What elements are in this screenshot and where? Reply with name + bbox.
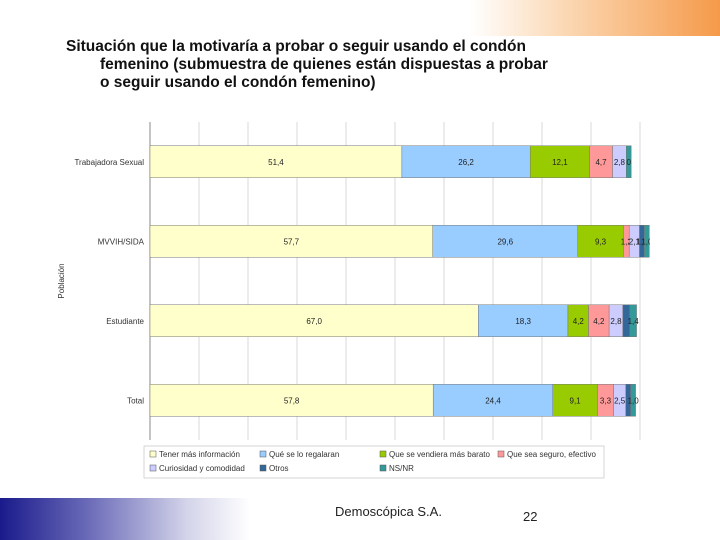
bar-segment <box>629 304 637 337</box>
bar-segment <box>149 145 403 178</box>
legend-swatch <box>259 450 267 458</box>
legend-label: Que sea seguro, efectivo <box>507 450 596 459</box>
bar-segment <box>432 384 554 417</box>
data-label: 9,1 <box>570 396 582 405</box>
data-label: 1,2 <box>621 237 633 246</box>
bar-segment <box>626 145 632 178</box>
data-label: 4,7 <box>595 158 607 167</box>
category-label: MVVIH/SIDA <box>98 237 145 246</box>
y-axis-label: Población <box>57 263 66 298</box>
data-label: 57,8 <box>284 396 300 405</box>
legend-swatch <box>149 450 157 458</box>
data-label: 24,4 <box>485 396 501 405</box>
legend-swatch <box>379 464 387 472</box>
legend-swatch <box>379 450 387 458</box>
bar-segment <box>529 145 590 178</box>
top-decorative-gradient <box>470 0 720 36</box>
legend-swatch <box>259 464 267 472</box>
legend-box <box>143 445 605 479</box>
bar-segment <box>401 145 531 178</box>
data-label: 1,0 <box>641 237 650 246</box>
data-label: 29,6 <box>497 237 513 246</box>
bar-segment <box>149 384 434 417</box>
data-label: 4,2 <box>573 317 585 326</box>
category-label: Total <box>127 396 144 405</box>
legend-swatch <box>149 464 157 472</box>
bar-segment <box>149 304 479 337</box>
bar-segment <box>149 225 433 258</box>
title-line-1: Situación que la motivaría a probar o se… <box>66 38 526 55</box>
data-label: 9,3 <box>595 237 607 246</box>
legend-swatch <box>497 450 505 458</box>
data-label: 12,1 <box>552 158 568 167</box>
data-label: 51,4 <box>268 158 284 167</box>
title-line-2: femenino (submuestra de quienes están di… <box>100 56 548 73</box>
data-label: 3,3 <box>600 396 612 405</box>
data-label: 2,8 <box>614 158 626 167</box>
bar-segment <box>644 225 650 258</box>
data-label: 2,1 <box>629 237 641 246</box>
data-label: 0 <box>627 158 632 167</box>
data-label: 1,0 <box>628 396 640 405</box>
legend-label: Tener más información <box>159 450 240 459</box>
category-label: Trabajadora Sexual <box>74 158 144 167</box>
data-label: 1,0 <box>636 237 648 246</box>
stacked-bar-chart: Población Trabajadora Sexual 51,4 26,2 12,1 4… <box>57 122 650 479</box>
data-label: 18,3 <box>515 317 531 326</box>
bottom-decorative-gradient <box>0 498 250 540</box>
legend-label: Que se vendiera más barato <box>389 450 490 459</box>
bar-segment <box>630 384 636 417</box>
legend-label: Qué se lo regalaran <box>269 450 339 459</box>
bar-segment <box>552 384 598 417</box>
legend-label: Otros <box>269 464 289 473</box>
data-label: 57,7 <box>284 237 300 246</box>
slide-title: Situación que la motivaría a probar o se… <box>66 38 656 92</box>
legend-label: Curiosidad y comodidad <box>159 464 245 473</box>
legend-label: NS/NR <box>389 464 414 473</box>
data-label: 4,2 <box>593 317 605 326</box>
data-label: 2,8 <box>610 317 622 326</box>
bar-segment <box>478 304 569 337</box>
category-label: Estudiante <box>106 317 144 326</box>
data-label: 2,5 <box>614 396 626 405</box>
title-line-3: o seguir usando el condón femenino) <box>100 74 376 91</box>
data-label: 26,2 <box>458 158 474 167</box>
page-number: 22 <box>523 509 538 524</box>
data-label: 67,0 <box>306 317 322 326</box>
footer-company: Demoscópica S.A. <box>335 504 442 519</box>
data-label: 1,4 <box>628 317 640 326</box>
bar-segment <box>432 225 579 258</box>
